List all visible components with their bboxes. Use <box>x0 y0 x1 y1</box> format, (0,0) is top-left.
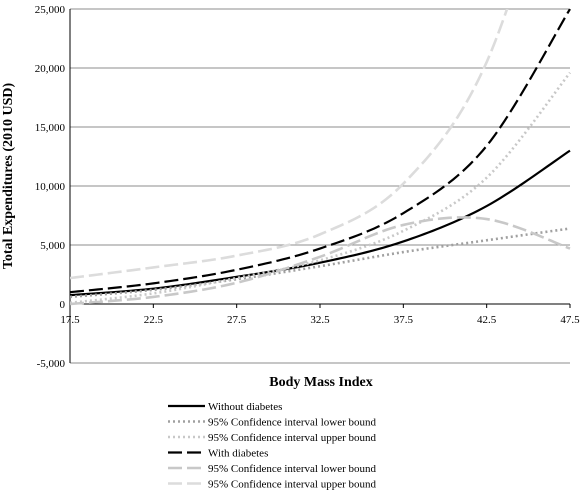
y-tick-label: -5,000 <box>37 358 66 370</box>
y-tick-label: 5,000 <box>40 240 65 252</box>
legend-label: 95% Confidence interval upper bound <box>208 432 377 444</box>
x-axis-title: Body Mass Index <box>269 375 372 390</box>
x-tick-labels: 17.5 22.5 27.5 32.5 37.5 42.5 47.5 <box>60 304 580 326</box>
legend-label: Without diabetes <box>208 401 282 413</box>
y-tick-label: 10,000 <box>35 181 66 193</box>
y-tick-label: 25,000 <box>35 4 66 16</box>
series-line-1 <box>70 149 571 297</box>
legend: Without diabetes 95% Confidence interval … <box>168 401 377 491</box>
x-tick-label: 47.5 <box>560 314 580 326</box>
legend-label: 95% Confidence interval upper bound <box>208 479 377 491</box>
y-tick-label: 15,000 <box>35 122 66 134</box>
legend-label: With diabetes <box>208 448 268 460</box>
x-tick-label: 32.5 <box>310 314 330 326</box>
series-line-2 <box>70 227 571 299</box>
x-tick-label: 37.5 <box>394 314 414 326</box>
gridlines <box>70 8 570 364</box>
series-line-4 <box>70 9 571 294</box>
legend-label: 95% Confidence interval lower bound <box>208 417 377 429</box>
x-tick-label: 17.5 <box>60 314 80 326</box>
y-axis-title: Total Expenditures (2010 USD) <box>1 83 16 270</box>
series-line-6 <box>70 9 509 280</box>
x-tick-label: 42.5 <box>477 314 497 326</box>
series-line-3 <box>70 71 572 305</box>
legend-label: 95% Confidence interval lower bound <box>208 463 377 475</box>
y-tick-labels: -5,000 0 5,000 10,000 15,000 20,000 25,000 <box>35 4 66 370</box>
x-tick-label: 27.5 <box>227 314 247 326</box>
series-lines <box>70 9 572 306</box>
x-tick-label: 22.5 <box>144 314 164 326</box>
series-line-5 <box>70 216 571 306</box>
y-tick-label: 20,000 <box>35 63 66 75</box>
y-tick-label: 0 <box>60 299 66 311</box>
